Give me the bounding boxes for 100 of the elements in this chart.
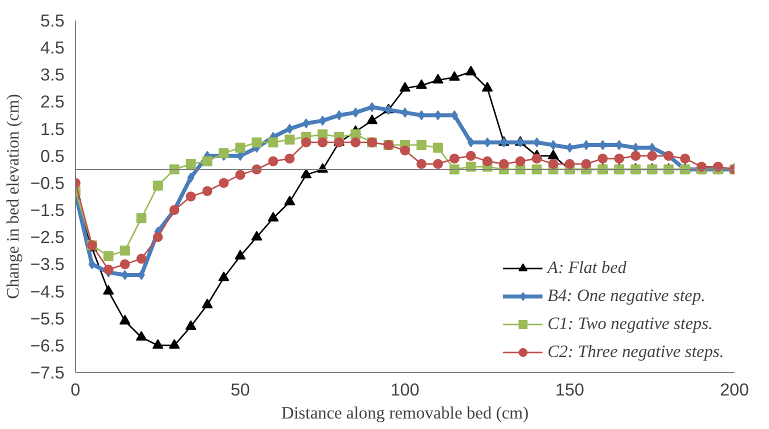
point — [286, 124, 294, 134]
point — [235, 170, 246, 180]
point — [366, 114, 378, 124]
point — [252, 137, 262, 148]
point — [550, 140, 557, 150]
y-tick-label: −5.5 — [30, 308, 65, 328]
point — [202, 298, 213, 308]
point — [432, 74, 444, 84]
point — [138, 270, 145, 280]
point — [119, 314, 130, 324]
point — [284, 134, 295, 145]
point — [136, 331, 147, 341]
x-tick-label: 100 — [390, 380, 420, 400]
point — [432, 159, 443, 169]
y-tick-label: 3.5 — [40, 64, 65, 85]
point — [467, 137, 474, 148]
point — [548, 159, 558, 169]
point — [598, 154, 608, 164]
point — [235, 142, 246, 153]
y-tick-label: −3.5 — [30, 254, 65, 274]
y-tick-label: 5.5 — [40, 10, 65, 30]
point — [121, 270, 128, 280]
y-tick-label: −2.5 — [30, 227, 65, 248]
point — [648, 142, 656, 153]
point — [319, 116, 326, 126]
point — [152, 339, 164, 349]
point — [449, 164, 460, 174]
point — [482, 156, 492, 166]
point — [400, 82, 410, 92]
point — [301, 137, 312, 148]
point — [102, 284, 114, 295]
point — [368, 102, 376, 112]
point — [268, 212, 279, 222]
point — [268, 137, 278, 148]
point — [152, 180, 163, 191]
x-axis-title: Distance along removable bed (cm) — [281, 404, 529, 422]
point — [449, 154, 460, 164]
point — [169, 164, 180, 174]
point — [168, 339, 180, 349]
point — [103, 251, 114, 262]
point — [548, 150, 559, 160]
point — [434, 110, 442, 120]
point — [152, 232, 163, 242]
point — [268, 156, 278, 166]
y-tick-label: −7.5 — [30, 362, 65, 382]
point — [284, 196, 296, 206]
point — [300, 168, 312, 178]
legend-label: A: Flat bed — [548, 258, 626, 278]
y-tick-label: 2.5 — [40, 92, 65, 112]
y-tick-label: −6.5 — [30, 335, 65, 356]
point — [533, 137, 540, 148]
point — [336, 110, 343, 120]
x-tick-label: 200 — [720, 380, 749, 400]
legend-label: B4: One negative step. — [548, 286, 706, 306]
point — [136, 254, 146, 264]
point — [532, 164, 542, 174]
point — [630, 150, 641, 161]
point — [234, 250, 246, 260]
point — [352, 108, 360, 118]
point — [465, 66, 476, 76]
x-tick-label: 50 — [230, 380, 250, 400]
point — [218, 178, 229, 188]
y-tick-label: −1.5 — [30, 200, 65, 220]
y-tick-label: 4.5 — [40, 38, 65, 58]
point — [498, 159, 509, 169]
point — [88, 259, 96, 270]
x-tick-label: 0 — [70, 380, 80, 400]
point — [186, 192, 196, 202]
point — [466, 162, 476, 172]
point — [218, 271, 230, 282]
point — [416, 140, 426, 150]
point — [418, 110, 425, 120]
point — [120, 259, 130, 270]
point — [599, 140, 606, 150]
point — [185, 320, 196, 330]
point — [120, 246, 130, 256]
y-tick-label: 0.5 — [40, 146, 65, 166]
point — [416, 159, 426, 169]
point — [647, 150, 658, 161]
point — [187, 172, 194, 183]
legend-label: C1: Two negative steps. — [548, 314, 713, 334]
point — [202, 156, 212, 166]
point — [350, 129, 361, 140]
point — [616, 140, 623, 150]
point — [350, 137, 361, 148]
point — [202, 186, 212, 196]
x-tick-label: 150 — [555, 380, 584, 400]
point — [302, 118, 310, 128]
point — [450, 110, 458, 120]
point — [448, 71, 460, 81]
y-axis-title: Change in bed elevation (cm) — [3, 94, 22, 299]
point — [614, 154, 624, 164]
point — [218, 148, 229, 158]
point — [532, 154, 542, 164]
point — [466, 150, 476, 161]
point — [581, 159, 592, 169]
point — [484, 137, 491, 148]
point — [515, 156, 526, 166]
point — [400, 145, 410, 156]
y-tick-label: 1.5 — [40, 118, 65, 139]
